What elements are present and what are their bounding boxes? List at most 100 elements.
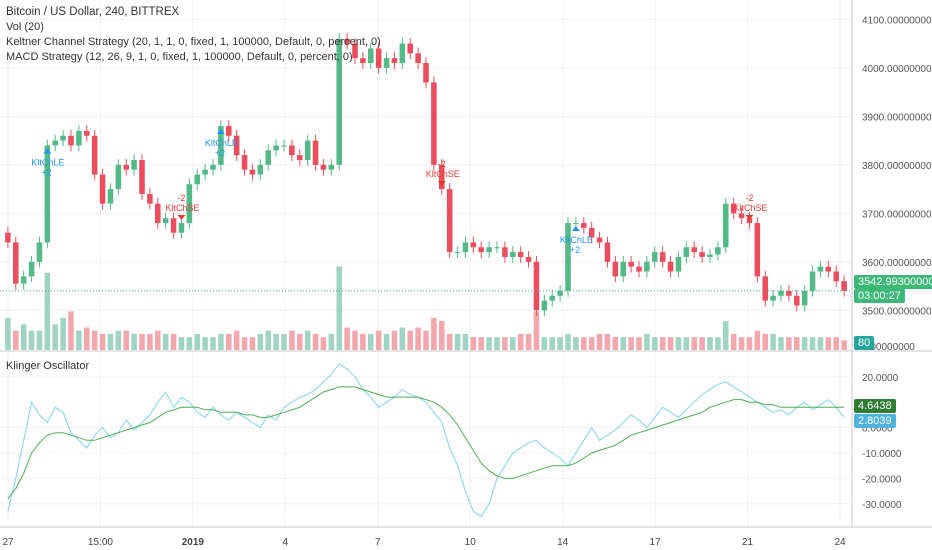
price-tick-label: 3600.00000000 xyxy=(862,258,932,269)
volume-bar xyxy=(770,333,776,350)
volume-bar xyxy=(44,272,51,350)
candle-body xyxy=(652,252,658,262)
price-tick-label: 3800.00000000 xyxy=(862,161,932,172)
volume-bar xyxy=(825,337,832,350)
long-entry-label: KltChLE xyxy=(31,157,64,167)
volume-bar xyxy=(13,330,19,350)
volume-bar xyxy=(123,330,129,350)
time-tick-label: 17 xyxy=(650,537,662,548)
candle-body xyxy=(352,43,358,59)
legend-volume[interactable]: Vol (20) xyxy=(6,21,44,33)
long-entry-arrow xyxy=(43,148,52,154)
candle-body xyxy=(423,63,429,83)
volume-bar xyxy=(131,333,137,350)
volume-bar xyxy=(557,337,563,350)
candle-body xyxy=(281,145,287,147)
candle-body xyxy=(170,218,177,233)
volume-bar xyxy=(778,337,784,350)
candle-body xyxy=(60,135,66,141)
volume-bar xyxy=(486,337,492,350)
volume-bar xyxy=(60,317,66,350)
short-entry-qty: -2 xyxy=(438,159,446,169)
short-entry-qty: -2 xyxy=(177,193,185,203)
volume-bar xyxy=(817,337,824,350)
candle-body xyxy=(312,140,319,165)
time-tick-label: 2019 xyxy=(182,537,205,548)
volume-bar xyxy=(375,330,382,350)
time-tick-label: 24 xyxy=(834,537,846,548)
last-price-tag: 3542.99300000 xyxy=(854,275,932,289)
volume-bar xyxy=(28,330,35,350)
short-entry-arrow xyxy=(177,215,186,221)
candle-body xyxy=(273,145,279,151)
candle-body xyxy=(462,242,469,253)
volume-bar xyxy=(147,333,153,350)
candle-body xyxy=(525,256,532,262)
candle-body xyxy=(801,290,808,306)
candle-body xyxy=(841,281,847,291)
countdown-tag: 03:00:27 xyxy=(854,289,905,303)
volume-bar xyxy=(596,333,603,350)
volume-bar xyxy=(439,321,445,350)
long-entry-label: KltChLE xyxy=(205,138,238,148)
candle-body xyxy=(99,174,106,204)
volume-bar xyxy=(233,330,240,350)
volume-bar xyxy=(510,337,516,350)
volume-bar xyxy=(565,333,571,350)
volume-bar xyxy=(502,337,508,350)
volume-bar xyxy=(297,333,303,350)
legend-symbol[interactable]: Bitcoin / US Dollar, 240, BITTREX xyxy=(6,6,180,18)
volume-bar xyxy=(84,327,90,350)
candle-body xyxy=(76,130,82,146)
volume-bar xyxy=(107,333,114,350)
candle-body xyxy=(289,145,295,156)
volume-bar xyxy=(723,321,729,350)
candle-body xyxy=(375,48,382,68)
candle-body xyxy=(565,223,571,291)
volume-bar xyxy=(707,337,713,350)
candle-body xyxy=(439,164,445,190)
long-entry-qty: +2 xyxy=(215,148,225,158)
candle-body xyxy=(391,58,398,64)
panel2-title[interactable]: Klinger Oscillator xyxy=(6,360,90,372)
volume-bar xyxy=(636,337,642,350)
candle-body xyxy=(738,213,745,219)
volume-bar xyxy=(415,327,421,350)
volume-bar xyxy=(344,327,350,350)
candle-body xyxy=(194,174,200,185)
volume-bar xyxy=(541,337,548,350)
volume-bar xyxy=(683,337,690,350)
short-entry-qty: -2 xyxy=(745,193,753,203)
candle-body xyxy=(218,126,224,165)
legend-macd[interactable]: MACD Strategy (12, 26, 9, 1, 0, fixed, 1… xyxy=(6,51,353,63)
volume-bar xyxy=(454,333,461,350)
candle-body xyxy=(147,193,153,204)
legend-keltner[interactable]: Keltner Channel Strategy (20, 1, 1, 0, f… xyxy=(6,36,381,48)
volume-bar xyxy=(52,324,58,350)
candle-body xyxy=(415,53,421,64)
time-tick-label: 14 xyxy=(557,537,569,548)
candle-body xyxy=(699,252,705,257)
short-entry-label: KltChSE xyxy=(165,203,199,213)
volume-bar xyxy=(76,330,82,350)
candle-body xyxy=(794,295,800,306)
candle-body xyxy=(123,164,129,170)
volume-bar xyxy=(809,337,816,350)
candle-body xyxy=(233,135,240,156)
volume-bar xyxy=(20,324,27,350)
volume-bar xyxy=(139,333,145,350)
candle-body xyxy=(825,266,832,272)
candle-body xyxy=(328,164,335,170)
volume-bar xyxy=(628,337,634,350)
candle-body xyxy=(770,295,776,301)
volume-bar xyxy=(273,333,279,350)
time-tick-label: 27 xyxy=(2,537,14,548)
volume-bar xyxy=(667,337,674,350)
candle-body xyxy=(202,169,208,175)
long-entry-arrow xyxy=(216,129,225,135)
klinger-value-tag: 2.8039 xyxy=(854,414,896,428)
candle-body xyxy=(36,242,43,262)
volume-bar xyxy=(281,333,287,350)
osc-tick-label: -30.0000 xyxy=(862,500,902,511)
